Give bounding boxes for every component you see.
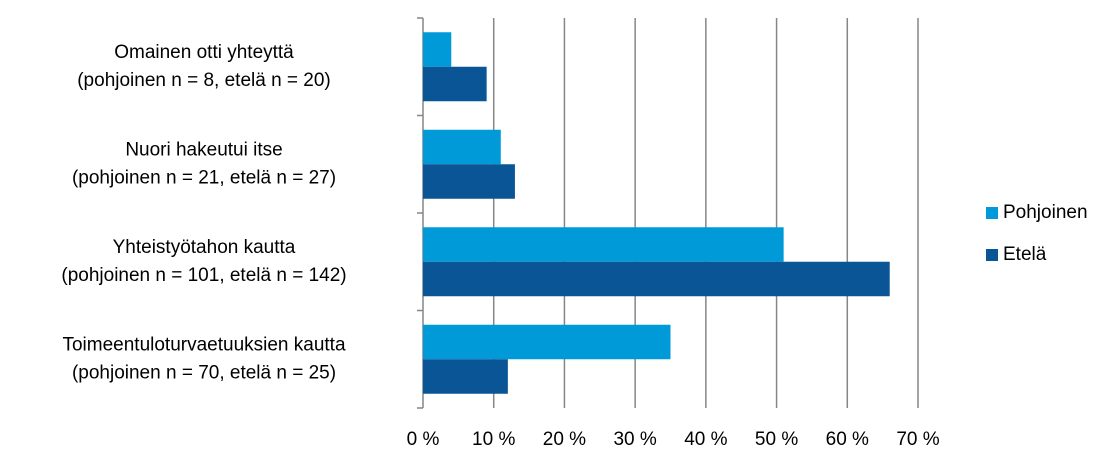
bar bbox=[423, 227, 784, 262]
bar bbox=[423, 324, 671, 360]
legend-swatch bbox=[986, 207, 998, 219]
y-tick-label: (pohjoinen n = 8, etelä n = 20) bbox=[77, 70, 331, 91]
x-tick-label: 20 % bbox=[543, 429, 586, 450]
y-tick-label: (pohjoinen n = 70, etelä n = 25) bbox=[72, 362, 336, 383]
x-tick-label: 0 % bbox=[407, 429, 440, 450]
bar bbox=[423, 164, 515, 199]
legend-label: Pohjoinen bbox=[1003, 202, 1088, 223]
legend-swatch bbox=[986, 249, 998, 261]
x-tick-label: 70 % bbox=[896, 429, 939, 450]
bar bbox=[423, 32, 452, 67]
legend-label: Etelä bbox=[1003, 244, 1047, 265]
x-tick-label: 60 % bbox=[826, 429, 869, 450]
bar bbox=[423, 359, 508, 394]
bar bbox=[423, 66, 487, 102]
x-tick-label: 30 % bbox=[613, 429, 656, 450]
bar bbox=[423, 129, 501, 165]
y-tick-label: (pohjoinen n = 101, etelä n = 142) bbox=[61, 265, 346, 286]
x-tick-label: 10 % bbox=[472, 429, 515, 450]
x-tick-label: 50 % bbox=[755, 429, 798, 450]
x-tick-label: 40 % bbox=[684, 429, 727, 450]
y-tick-label: Nuori hakeutui itse bbox=[125, 139, 282, 160]
y-tick-label: Toimeentuloturvaetuuksien kautta bbox=[62, 334, 345, 355]
y-tick-label: Omainen otti yhteyttä bbox=[114, 42, 294, 63]
y-tick-label: Yhteistyötahon kautta bbox=[113, 237, 296, 258]
y-tick-label: (pohjoinen n = 21, etelä n = 27) bbox=[72, 167, 336, 188]
bar bbox=[423, 261, 890, 297]
